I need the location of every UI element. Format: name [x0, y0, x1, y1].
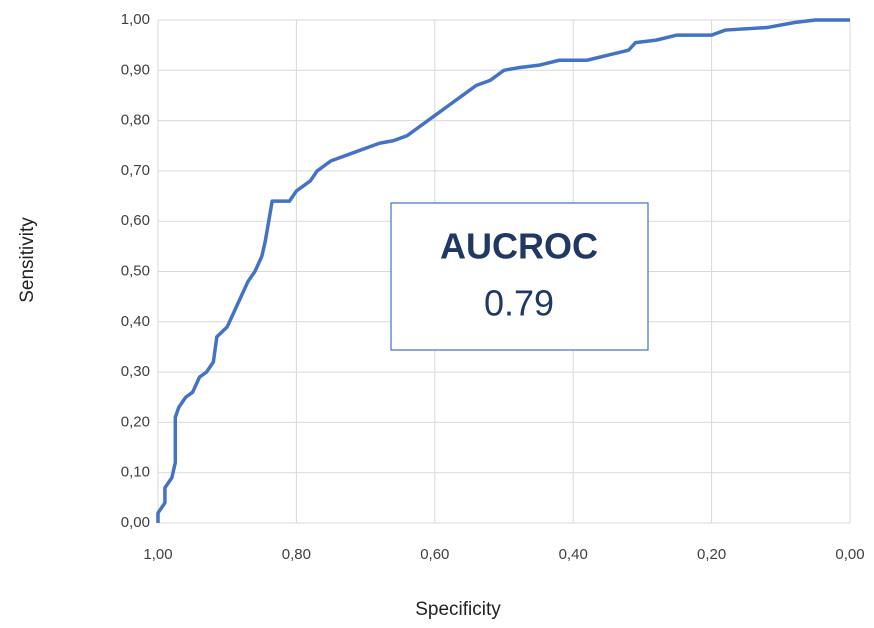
y-tick-label: 0,70	[121, 162, 150, 179]
y-tick-label: 0,00	[121, 514, 150, 531]
y-tick-label: 0,30	[121, 363, 150, 380]
annotation-box	[390, 202, 649, 351]
y-tick-label: 0,90	[121, 61, 150, 78]
y-tick-label: 0,40	[121, 313, 150, 330]
y-tick-label: 0,80	[121, 112, 150, 129]
annotation-title: AUCROC	[440, 226, 598, 267]
x-axis-title: Specificity	[415, 599, 501, 620]
ticks: 0,00 0,10 0,20 0,30 0,40 0,50 0,60 0,70 0,80 0,90…	[121, 11, 865, 563]
y-tick-label: 0,20	[121, 413, 150, 430]
x-tick-label: 1,00	[143, 546, 172, 563]
annotation-value: 0.79	[484, 283, 554, 324]
y-tick-label: 1,00	[121, 11, 150, 28]
x-tick-label: 0,40	[559, 546, 588, 563]
x-tick-label: 0,00	[835, 546, 864, 563]
x-tick-label: 0,60	[420, 546, 449, 563]
y-axis-title: Sensitivity	[17, 217, 38, 303]
y-tick-label: 0,50	[121, 262, 150, 279]
roc-line	[156, 18, 850, 523]
y-tick-label: 0,60	[121, 212, 150, 229]
x-tick-label: 0,20	[697, 546, 726, 563]
x-tick-label: 0,80	[282, 546, 311, 563]
y-tick-label: 0,10	[121, 464, 150, 481]
